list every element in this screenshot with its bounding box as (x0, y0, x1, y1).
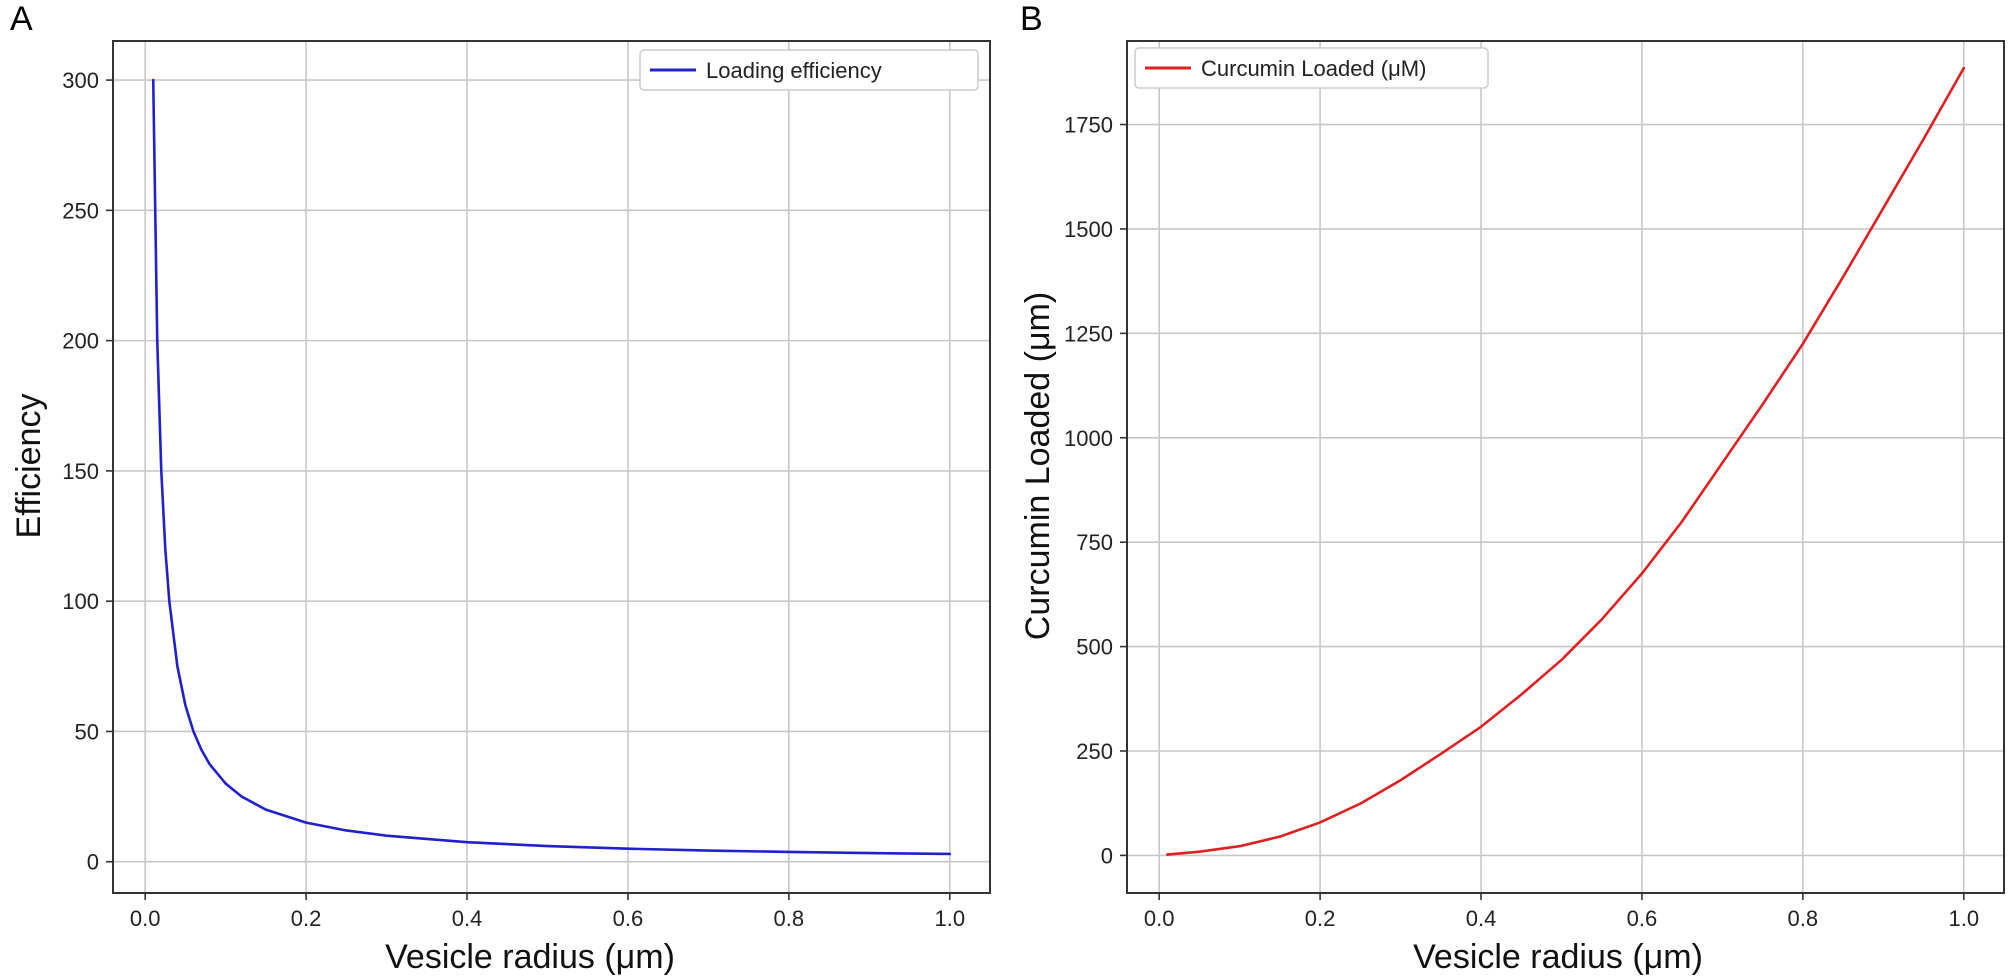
panel-a-x-axis-label: Vesicle radius (μm) (385, 938, 675, 976)
panel-a-x-tick-label: 1.0 (934, 906, 965, 931)
panel-b-legend: Curcumin Loaded (μM) (1134, 47, 1489, 89)
panel-a-legend-box (639, 49, 979, 91)
panel-a-series-line (151, 78, 952, 856)
panel-b-x-axis-label: Vesicle radius (μm) (1413, 938, 1703, 976)
panel-a-y-tick-label: 250 (62, 198, 99, 223)
panel-a-x-tick-label: 0.4 (452, 906, 483, 931)
panel-b-x-tick-label: 0.8 (1788, 906, 1819, 931)
panel-a-legend: Loading efficiency (639, 49, 979, 91)
panel-b-series-line (1165, 66, 1966, 856)
panel-b-y-tick-label: 500 (1076, 635, 1113, 660)
panel-b: B 0.0 0.2 0.4 0.6 0.8 1.0 0 250 500 750 1000 1250 15… (1019, 0, 2005, 976)
panel-b-y-tick-label: 750 (1076, 530, 1113, 555)
panel-a-grid (113, 41, 990, 893)
panel-a-y-tick-label: 50 (75, 719, 99, 744)
panel-b-x-tick-label: 0.0 (1144, 906, 1175, 931)
panel-b-y-axis-label: Curcumin Loaded (μm) (1019, 292, 1057, 640)
panel-b-y-tick-label: 0 (1101, 843, 1113, 868)
panel-b-legend-box (1134, 47, 1489, 89)
panel-a-ticks: 0.0 0.2 0.4 0.6 0.8 1.0 0 50 100 150 200 250 300 (62, 68, 965, 931)
panel-b-x-tick-label: 1.0 (1948, 906, 1979, 931)
panel-a-y-tick-label: 150 (62, 459, 99, 484)
panel-b-letter: B (1020, 0, 1043, 38)
panel-b-y-tick-label: 1000 (1064, 426, 1113, 451)
panel-a-x-tick-label: 0.6 (613, 906, 644, 931)
panel-b-grid (1127, 41, 2004, 893)
panel-b-frame (1126, 40, 2005, 894)
panel-a-x-tick-label: 0.2 (291, 906, 322, 931)
panel-a-x-tick-label: 0.8 (774, 906, 805, 931)
panel-b-x-tick-label: 0.6 (1627, 906, 1658, 931)
panel-b-y-tick-label: 1250 (1064, 321, 1113, 346)
panel-b-series (1165, 66, 1966, 856)
panel-a-y-tick-label: 100 (62, 589, 99, 614)
panel-a-letter: A (10, 0, 33, 38)
panel-b-y-tick-label: 1750 (1064, 113, 1113, 138)
panel-a-legend-label: Loading efficiency (706, 58, 882, 83)
panel-a-frame (112, 40, 991, 894)
panel-b-y-tick-label: 1500 (1064, 217, 1113, 242)
panel-a-y-tick-label: 0 (87, 850, 99, 875)
panel-b-x-tick-label: 0.4 (1466, 906, 1497, 931)
panel-b-y-tick-label: 250 (1076, 739, 1113, 764)
panel-a: A 0.0 0.2 0.4 0.6 0.8 1.0 0 50 100 150 200 250 300 L… (10, 0, 991, 976)
panel-a-y-tick-label: 300 (62, 68, 99, 93)
panel-b-x-tick-label: 0.2 (1305, 906, 1336, 931)
panel-b-ticks: 0.0 0.2 0.4 0.6 0.8 1.0 0 250 500 750 1000 1250 1500… (1064, 113, 1979, 931)
panel-a-y-axis-label: Efficiency (10, 394, 48, 539)
panel-a-x-tick-label: 0.0 (130, 906, 161, 931)
panel-a-y-tick-label: 200 (62, 329, 99, 354)
panel-a-series (151, 78, 952, 856)
panel-b-legend-label: Curcumin Loaded (μM) (1201, 56, 1426, 81)
